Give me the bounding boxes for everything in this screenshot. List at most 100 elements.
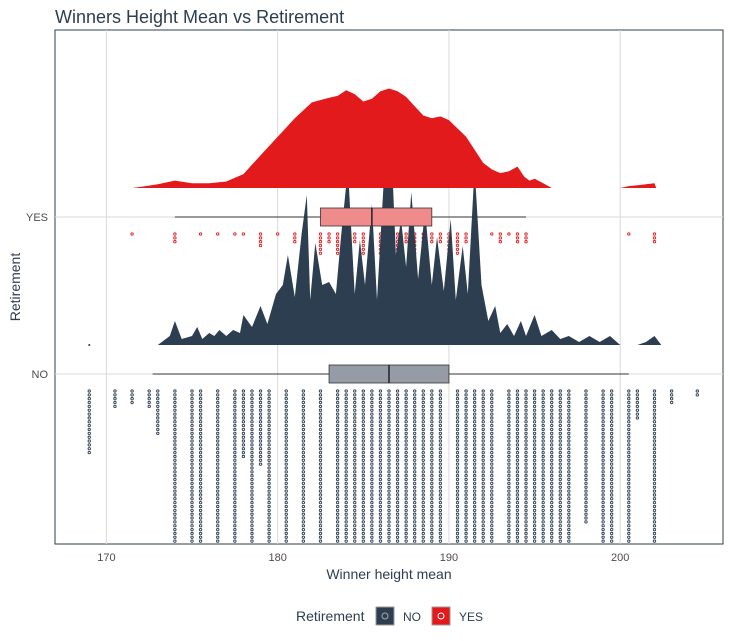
dot-no xyxy=(558,443,562,447)
x-tick-label: 200 xyxy=(611,552,629,564)
dot-no xyxy=(601,416,605,420)
dot-yes xyxy=(318,251,323,255)
dot-no xyxy=(216,539,220,543)
dot-no xyxy=(198,516,203,520)
dot-no xyxy=(216,439,220,443)
dot-no xyxy=(627,500,631,505)
dot-no xyxy=(301,500,306,505)
dot-no xyxy=(532,400,537,405)
dot-no xyxy=(507,527,511,532)
dot-no xyxy=(250,420,254,424)
dot-no xyxy=(652,474,657,478)
dot-no xyxy=(87,420,91,424)
dot-no xyxy=(490,531,494,536)
dot-no xyxy=(610,412,614,416)
dot-no xyxy=(335,512,340,516)
dot-no xyxy=(353,466,357,470)
dot-no xyxy=(413,447,417,451)
dot-no xyxy=(190,427,194,432)
dot-no xyxy=(558,504,562,509)
dot-no xyxy=(669,400,674,405)
dot-no xyxy=(524,454,528,459)
dot-no xyxy=(464,466,468,470)
dot-no xyxy=(198,412,203,416)
dot-no xyxy=(464,404,468,409)
dot-no xyxy=(601,497,605,501)
dot-no xyxy=(601,447,605,451)
dot-no xyxy=(584,443,588,447)
dot-no xyxy=(113,397,117,401)
dot-no xyxy=(567,512,571,516)
legend-label-no: NO xyxy=(403,610,421,624)
dot-no xyxy=(532,474,537,478)
dot-no xyxy=(395,535,400,539)
dot-no xyxy=(378,520,383,524)
dot-no xyxy=(455,462,460,466)
dot-no xyxy=(370,485,374,489)
dot-no xyxy=(472,470,477,474)
dot-no xyxy=(438,500,443,505)
dot-yes xyxy=(507,232,511,236)
dot-no xyxy=(652,470,657,474)
dot-no xyxy=(652,500,657,505)
dot-no xyxy=(567,420,571,424)
dot-no xyxy=(404,450,408,455)
dot-no xyxy=(524,450,528,455)
dot-no xyxy=(464,408,468,412)
dot-no xyxy=(361,527,365,532)
dot-no xyxy=(515,454,520,459)
dot-no xyxy=(413,539,417,543)
dot-no xyxy=(584,466,588,470)
dot-no xyxy=(301,493,306,497)
dot-no xyxy=(541,423,545,428)
dot-no xyxy=(481,400,485,405)
dot-no xyxy=(387,435,391,439)
legend: Retirement NO YES xyxy=(296,606,483,626)
dot-no xyxy=(301,412,306,416)
dot-no xyxy=(532,439,537,443)
dot-no xyxy=(627,458,631,462)
dot-no xyxy=(318,427,323,432)
dot-no xyxy=(198,427,203,432)
dot-no xyxy=(258,427,263,432)
dot-yes xyxy=(318,236,323,240)
dot-no xyxy=(550,416,554,420)
dot-no xyxy=(515,423,520,428)
dot-no xyxy=(567,450,571,455)
dot-no xyxy=(421,527,425,532)
dot-no xyxy=(250,524,254,528)
dot-no xyxy=(421,500,425,505)
dot-no xyxy=(370,447,374,451)
dot-no xyxy=(404,412,408,416)
dot-no xyxy=(455,516,460,520)
dot-no xyxy=(113,389,117,393)
dot-no xyxy=(532,443,537,447)
dot-no xyxy=(584,477,588,482)
dot-no xyxy=(284,524,288,528)
dot-no xyxy=(318,477,323,482)
dot-no xyxy=(284,504,288,509)
dot-no xyxy=(541,508,545,512)
dot-no xyxy=(301,458,306,462)
dot-no xyxy=(353,493,357,497)
dot-no xyxy=(318,512,323,516)
dot-no xyxy=(472,504,477,509)
dot-no xyxy=(216,474,220,478)
dot-no xyxy=(370,420,374,424)
dot-no xyxy=(515,481,520,486)
dot-no xyxy=(584,397,588,401)
dot-no xyxy=(584,450,588,455)
dot-no xyxy=(335,393,340,397)
dot-no xyxy=(344,439,348,443)
dot-no xyxy=(481,420,485,424)
dot-no xyxy=(361,493,365,497)
dot-no xyxy=(438,527,443,532)
dot-no xyxy=(472,500,477,505)
dot-no xyxy=(541,474,545,478)
dot-no xyxy=(250,485,254,489)
dot-no xyxy=(464,397,468,401)
dot-no xyxy=(567,504,571,509)
dot-no xyxy=(361,439,365,443)
dot-no xyxy=(464,477,468,482)
